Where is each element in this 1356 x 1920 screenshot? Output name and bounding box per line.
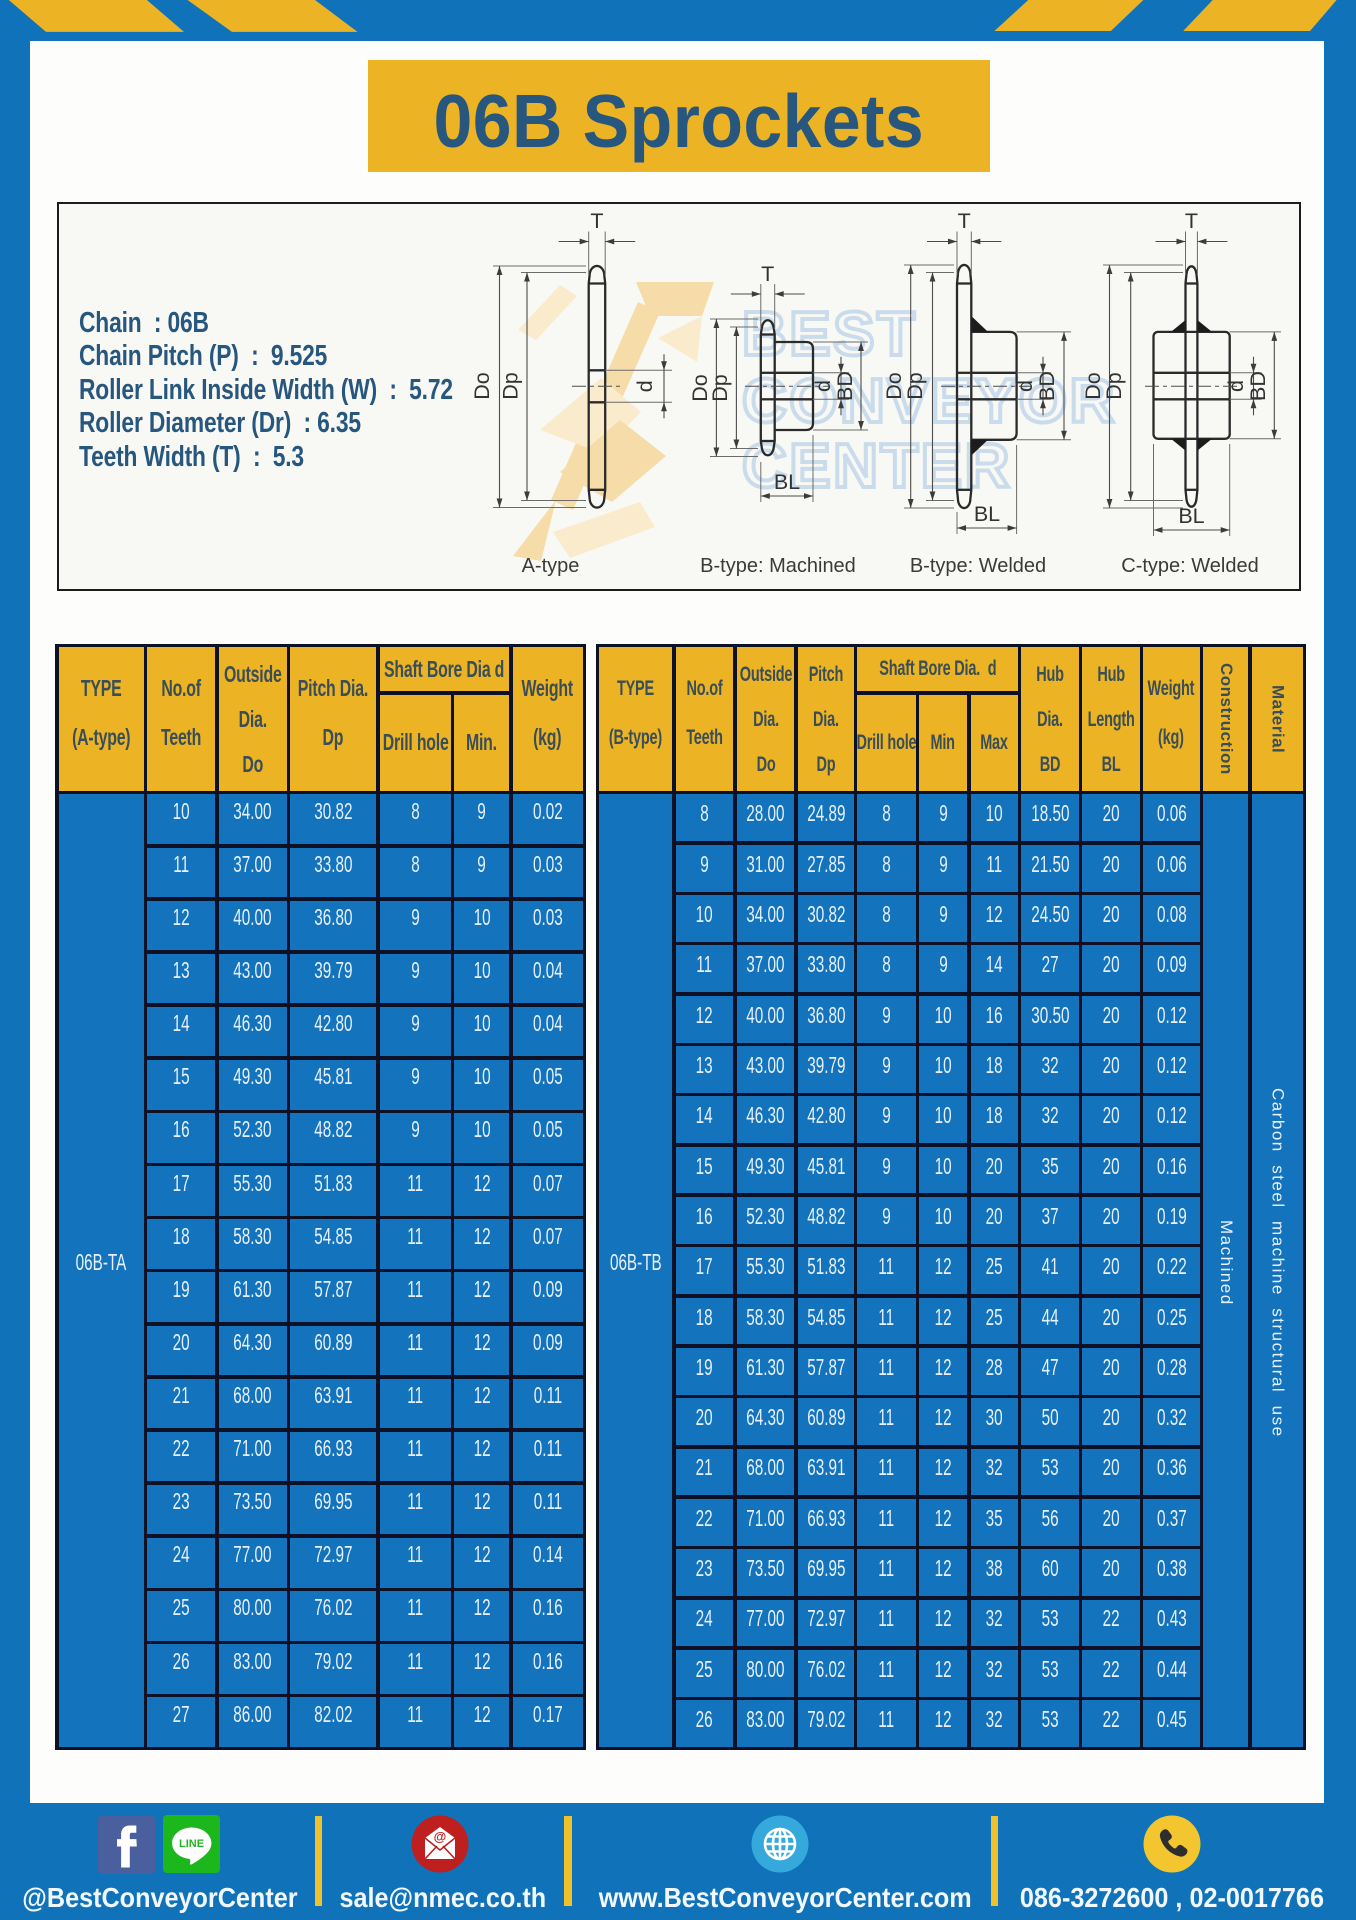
svg-text:T: T: [958, 209, 971, 233]
svg-text:Do: Do: [688, 374, 712, 402]
svg-text:Do: Do: [882, 372, 906, 400]
svg-text:d: d: [1224, 380, 1248, 392]
svg-text:d: d: [1013, 380, 1037, 392]
svg-text:BL: BL: [1178, 504, 1204, 528]
svg-text:d: d: [811, 380, 835, 392]
svg-text:C-type: Welded: C-type: Welded: [1121, 555, 1258, 577]
svg-text:A-type: A-type: [522, 555, 580, 577]
svg-text:d: d: [633, 380, 657, 392]
svg-text:LINE: LINE: [179, 1838, 204, 1850]
svg-text:Dp: Dp: [1102, 372, 1126, 400]
svg-text:B-type: Welded: B-type: Welded: [910, 555, 1046, 577]
svg-text:Dp: Dp: [499, 372, 523, 400]
svg-text:Dp: Dp: [903, 372, 927, 400]
svg-text:BD: BD: [1246, 371, 1270, 401]
svg-text:BD: BD: [1035, 371, 1059, 401]
svg-text:T: T: [1185, 209, 1198, 233]
svg-text:CONVEYOR: CONVEYOR: [742, 367, 1117, 436]
svg-text:BL: BL: [974, 502, 1000, 526]
svg-text:T: T: [761, 262, 774, 286]
svg-text:T: T: [590, 209, 603, 233]
svg-text:BD: BD: [833, 371, 857, 401]
svg-text:B-type: Machined: B-type: Machined: [700, 555, 856, 577]
svg-text:Do: Do: [1081, 372, 1105, 400]
svg-text:@: @: [434, 1829, 447, 1844]
svg-text:Do: Do: [470, 372, 494, 400]
svg-text:Dp: Dp: [708, 374, 732, 402]
svg-text:BL: BL: [774, 470, 800, 494]
